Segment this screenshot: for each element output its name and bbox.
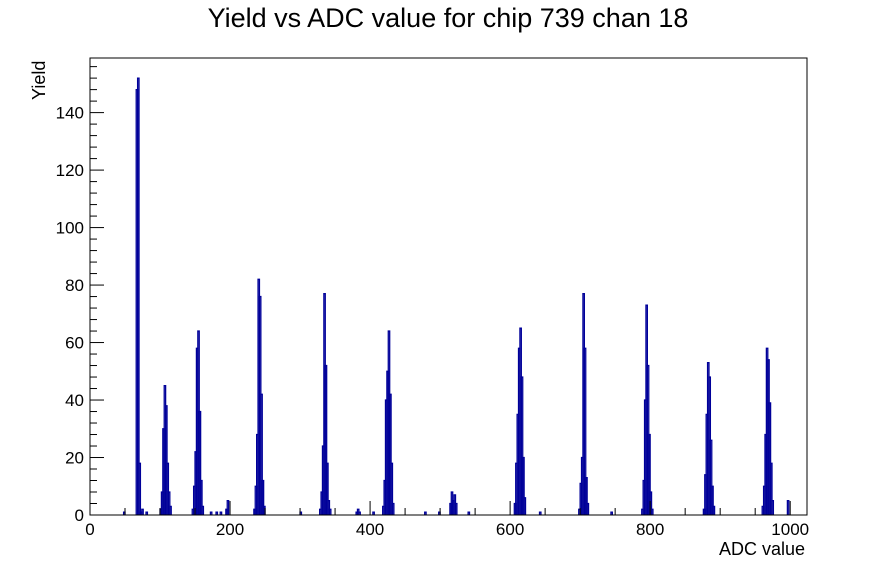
histogram-bin-81 <box>610 511 613 515</box>
histogram-bin-106 <box>786 499 790 515</box>
histogram-bin-23 <box>209 511 213 515</box>
x-tick-label-800: 800 <box>636 520 664 539</box>
histogram-bin-2 <box>136 77 140 515</box>
x-tick-label-1000: 1000 <box>771 520 809 539</box>
histogram-bin-54 <box>389 393 392 515</box>
y-tick-label-120: 120 <box>56 161 84 180</box>
histogram-bin-34 <box>261 479 265 515</box>
histogram-bin-5 <box>141 508 144 515</box>
histogram-bin-103 <box>768 402 772 515</box>
histogram-bin-48 <box>372 511 375 515</box>
y-tick-label-40: 40 <box>65 391 84 410</box>
histogram-bin-56 <box>391 502 395 515</box>
histogram-bin-33 <box>260 393 263 515</box>
histogram-bin-79 <box>585 476 588 515</box>
histogram-bin-57 <box>424 511 427 515</box>
y-tick-label-140: 140 <box>56 104 84 123</box>
histogram-bin-70 <box>520 376 524 515</box>
histogram-bin-42 <box>326 462 329 515</box>
y-tick-label-80: 80 <box>65 276 84 295</box>
histogram-bin-96 <box>711 485 714 515</box>
y-axis-label: Yield <box>29 61 49 100</box>
y-tick-label-60: 60 <box>65 334 84 353</box>
histogram-bin-71 <box>522 456 525 515</box>
histogram-bin-105 <box>771 499 775 515</box>
histogram-bin-78 <box>583 347 587 515</box>
histogram-bin-80 <box>586 502 590 515</box>
histogram-bin-21 <box>199 479 203 515</box>
histogram-bin-20 <box>198 410 202 515</box>
histogram-bin-97 <box>712 505 716 515</box>
histogram-bin-12 <box>166 462 170 515</box>
histogram-bin-63 <box>454 502 458 515</box>
histogram-bin-41 <box>324 364 328 515</box>
x-axis-label: ADC value <box>719 539 805 559</box>
histogram-bin-22 <box>201 505 205 515</box>
histogram-bin-73 <box>538 511 542 515</box>
histogram-bin-3 <box>138 462 142 515</box>
histogram-bin-24 <box>215 511 219 515</box>
chart-title: Yield vs ADC value for chip 739 chan 18 <box>208 3 689 33</box>
histogram-bin-87 <box>648 433 651 515</box>
histogram-bin-13 <box>167 491 171 515</box>
histogram-bin-55 <box>390 462 394 515</box>
histogram-bin-11 <box>164 405 168 515</box>
histogram-bin-44 <box>328 508 332 515</box>
x-tick-label-200: 200 <box>216 520 244 539</box>
histogram-bin-72 <box>523 497 527 515</box>
histogram-bin-104 <box>769 462 773 515</box>
histogram-bin-89 <box>650 508 654 515</box>
y-tick-label-20: 20 <box>65 449 84 468</box>
x-tick-label-0: 0 <box>85 520 94 539</box>
histogram-bin-95 <box>709 439 713 515</box>
histogram-bin-14 <box>169 505 172 515</box>
histogram-bin-43 <box>327 499 331 515</box>
y-tick-label-0: 0 <box>75 506 84 525</box>
y-tick-label-100: 100 <box>56 219 84 238</box>
x-tick-label-600: 600 <box>496 520 524 539</box>
histogram-bin-47 <box>358 511 361 515</box>
x-tick-label-400: 400 <box>356 520 384 539</box>
histogram-bin-27 <box>226 499 230 515</box>
histogram-bin-6 <box>145 511 149 515</box>
histogram-bin-64 <box>467 511 471 515</box>
histogram-bin-25 <box>219 511 223 515</box>
plot-frame <box>89 57 808 516</box>
